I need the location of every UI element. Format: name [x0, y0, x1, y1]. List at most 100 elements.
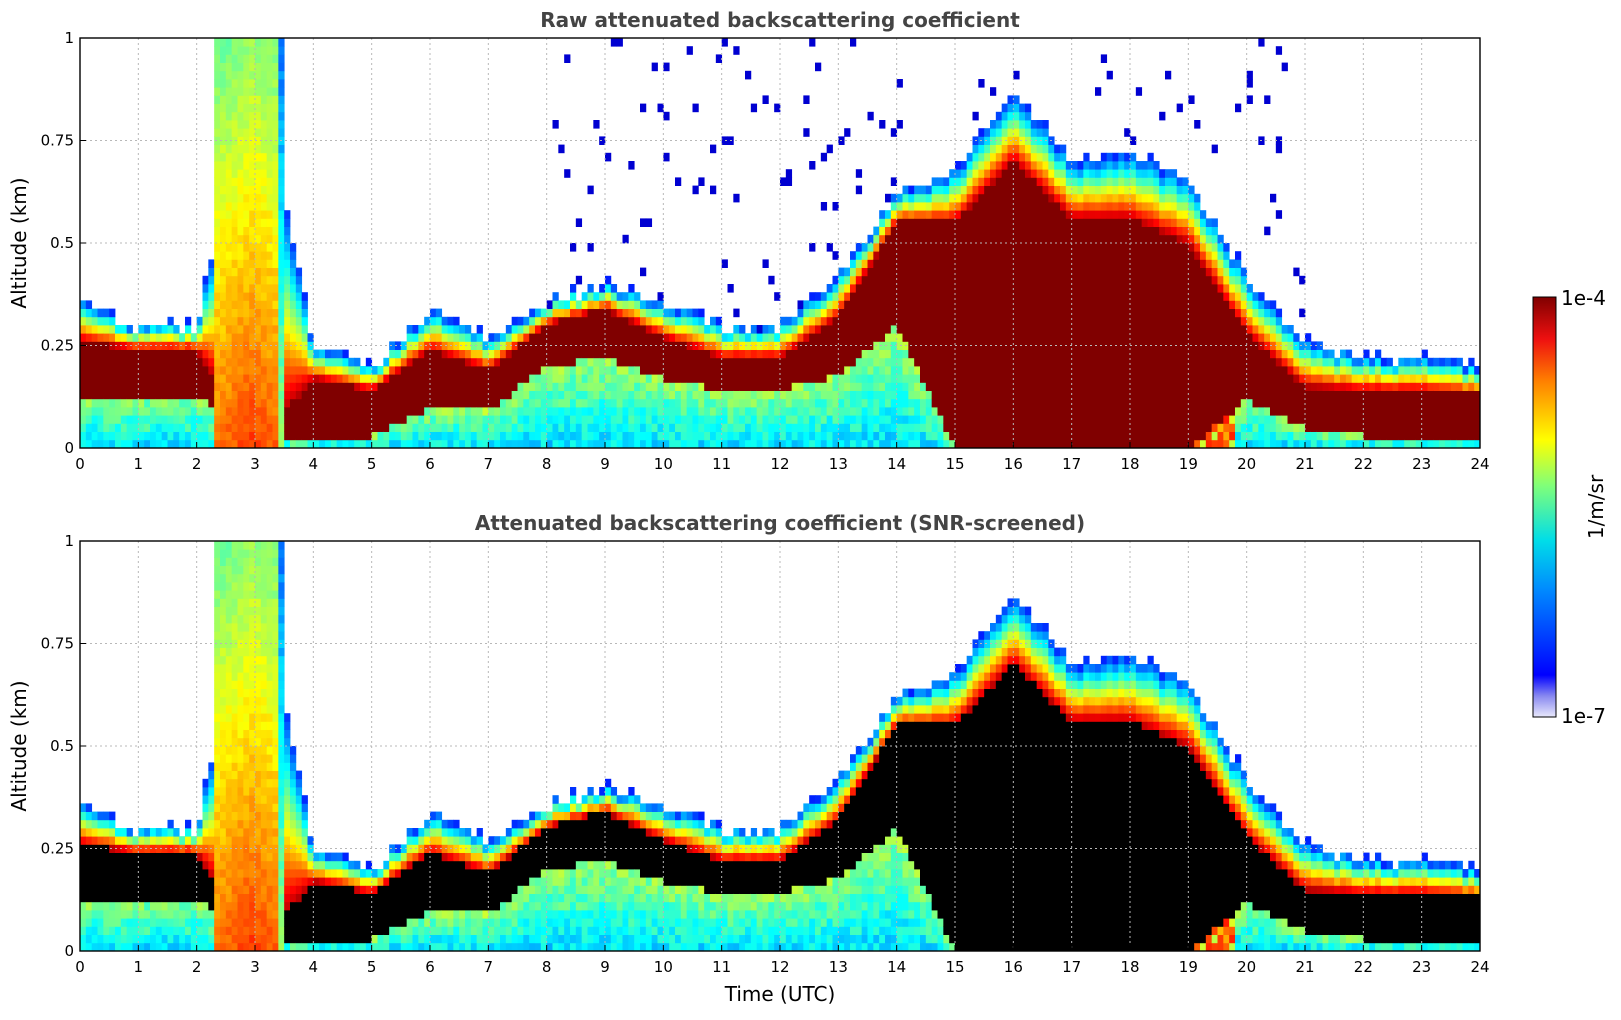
heatmap-cell [1089, 210, 1096, 219]
heatmap-cell [1100, 275, 1108, 285]
heatmap-cell [208, 275, 215, 285]
heatmap-cell [1182, 374, 1189, 383]
heatmap-cell [995, 177, 1003, 186]
heatmap-cell [249, 234, 256, 244]
heatmap-cell [1153, 202, 1160, 211]
heatmap-cell [978, 79, 985, 88]
heatmap-cell [1211, 382, 1218, 391]
heatmap-cell [1252, 407, 1259, 416]
heatmap-cell [1217, 431, 1224, 441]
heatmap-cell [1030, 185, 1038, 195]
heatmap-cell [1124, 161, 1131, 170]
heatmap-cell [190, 366, 198, 375]
heatmap-cell [739, 341, 746, 350]
heatmap-cell [278, 333, 285, 342]
heatmap-cell [1007, 267, 1014, 277]
heatmap-cell [231, 54, 238, 63]
heatmap-cell [278, 366, 285, 375]
heatmap-cell [995, 267, 1003, 277]
heatmap-cell [214, 243, 221, 252]
heatmap-cell [797, 300, 804, 309]
heatmap-cell [692, 439, 699, 449]
heatmap-cell [237, 54, 244, 63]
heatmap-cell [260, 38, 268, 47]
heatmap-cell [1060, 341, 1067, 350]
heatmap-cell [1118, 439, 1125, 449]
heatmap-cell [540, 415, 548, 424]
heatmap-cell [313, 390, 320, 400]
heatmap-cell [272, 398, 279, 408]
heatmap-cell [908, 308, 915, 318]
heatmap-cell [663, 111, 670, 121]
heatmap-cell [208, 292, 215, 301]
heatmap-cell [820, 325, 828, 334]
heatmap-cell [762, 374, 769, 383]
heatmap-cell [1007, 398, 1014, 408]
heatmap-cell [820, 292, 828, 301]
heatmap-cell [272, 349, 279, 359]
heatmap-cell [1071, 333, 1078, 342]
heatmap-cell [1036, 144, 1043, 154]
heatmap-cell [651, 431, 658, 441]
heatmap-cell [1019, 259, 1026, 268]
heatmap-cell [243, 357, 250, 367]
heatmap-cell [255, 234, 262, 244]
heatmap-cell [231, 349, 238, 359]
heatmap-cell [995, 218, 1003, 227]
heatmap-cell [955, 275, 962, 285]
heatmap-cell [278, 62, 285, 72]
heatmap-cell [657, 357, 664, 367]
heatmap-cell [120, 374, 128, 383]
heatmap-cell [581, 415, 588, 424]
heatmap-cell [1124, 243, 1131, 252]
heatmap-cell [1042, 374, 1049, 383]
heatmap-cell [435, 349, 443, 359]
heatmap-cell [453, 374, 460, 383]
heatmap-cell [990, 284, 997, 293]
heatmap-cell [237, 267, 244, 277]
heatmap-cell [1141, 251, 1148, 260]
heatmap-cell [850, 423, 857, 432]
heatmap-cell [920, 202, 927, 211]
heatmap-cell [657, 333, 664, 342]
heatmap-cell [1194, 333, 1201, 342]
heatmap-cell [750, 407, 758, 416]
heatmap-cell [675, 374, 682, 383]
heatmap-cell [441, 341, 448, 350]
heatmap-cell [400, 357, 408, 367]
heatmap-cell [249, 128, 256, 137]
heatmap-cell [902, 407, 909, 416]
heatmap-cell [1013, 382, 1020, 391]
heatmap-cell [1112, 407, 1119, 416]
heatmap-cell [908, 267, 915, 277]
heatmap-cell [850, 259, 857, 268]
heatmap-cell [278, 259, 285, 268]
heatmap-cell [225, 341, 233, 350]
heatmap-cell [1194, 407, 1201, 416]
heatmap-cell [850, 300, 857, 309]
heatmap-cell [925, 251, 933, 260]
heatmap-cell [1223, 390, 1230, 400]
heatmap-cell [791, 366, 798, 375]
heatmap-cell [155, 390, 163, 400]
heatmap-cell [920, 374, 927, 383]
heatmap-cell [540, 357, 548, 367]
heatmap-cell [412, 407, 419, 416]
heatmap-cell [1030, 120, 1038, 129]
heatmap-cell [1124, 284, 1131, 293]
heatmap-cell [990, 300, 997, 309]
heatmap-cell [1135, 193, 1143, 203]
heatmap-cell [202, 325, 209, 334]
heatmap-cell [546, 333, 553, 342]
heatmap-cell [657, 325, 664, 334]
heatmap-cell [1135, 423, 1143, 432]
heatmap-cell [260, 177, 268, 186]
heatmap-cell [202, 407, 209, 416]
heatmap-cell [325, 439, 332, 449]
heatmap-cell [914, 218, 921, 227]
heatmap-cell [1019, 193, 1026, 203]
heatmap-cell [966, 169, 973, 178]
heatmap-cell [255, 300, 262, 309]
heatmap-cell [319, 349, 326, 359]
heatmap-cell [465, 407, 472, 416]
